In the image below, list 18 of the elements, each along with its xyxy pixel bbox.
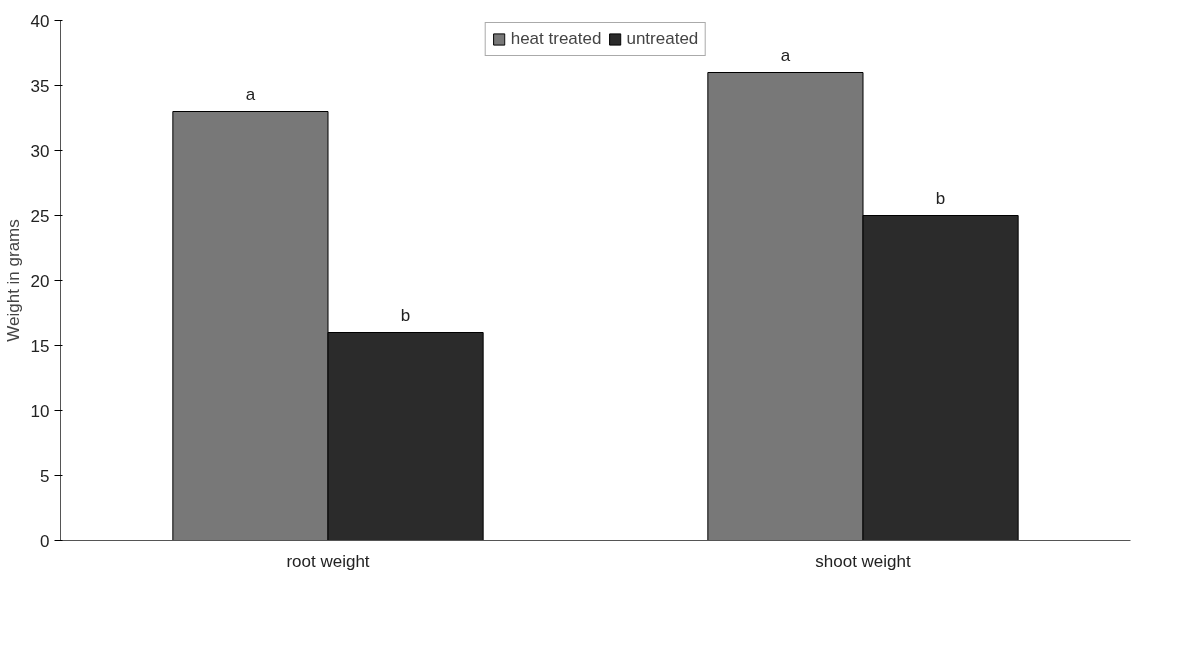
y-tick-label: 40 xyxy=(30,11,50,31)
y-tick-label: 20 xyxy=(30,271,50,291)
y-tick-label: 30 xyxy=(30,141,50,161)
y-tick-label: 0 xyxy=(40,531,50,551)
y-tick-label: 15 xyxy=(30,336,50,356)
y-tick-label: 25 xyxy=(30,206,50,226)
annotation: b xyxy=(935,188,946,208)
y-tick-label: 5 xyxy=(40,466,50,486)
annotation: b xyxy=(400,305,411,325)
y-axis-title: Weight in grams xyxy=(3,219,23,342)
annotation: a xyxy=(245,84,256,104)
y-tick-label: 35 xyxy=(30,76,50,96)
x-tick-label: root weight xyxy=(286,551,370,571)
x-tick-label: shoot weight xyxy=(815,551,911,571)
legend-label: untreated xyxy=(626,29,699,49)
annotation: a xyxy=(780,45,791,65)
legend-label: heat treated xyxy=(510,29,602,49)
y-tick-label: 10 xyxy=(30,401,50,421)
